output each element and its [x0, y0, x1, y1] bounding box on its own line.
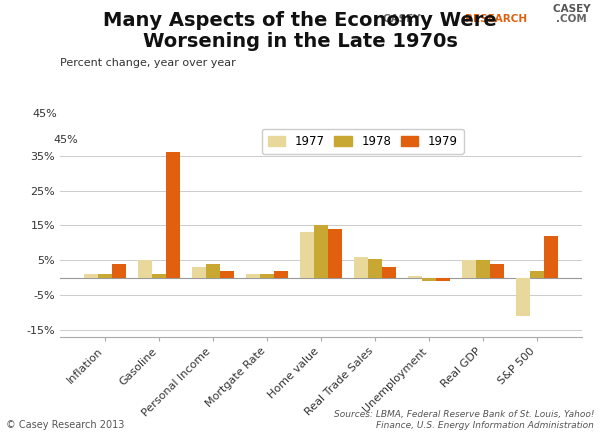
Bar [476, 260, 490, 278]
Bar [138, 260, 152, 278]
Bar [408, 276, 422, 278]
Text: 45%: 45% [32, 109, 57, 119]
Bar [354, 257, 368, 278]
Text: Worsening in the Late 1970s: Worsening in the Late 1970s [143, 32, 457, 51]
Text: RESEARCH: RESEARCH [465, 14, 527, 25]
Bar [300, 232, 314, 278]
Text: CASEY: CASEY [383, 14, 424, 25]
Bar [152, 274, 166, 278]
Text: Percent change, year over year: Percent change, year over year [60, 58, 236, 68]
Bar [530, 271, 544, 278]
Bar [382, 267, 396, 278]
Bar [166, 152, 180, 278]
Bar [98, 274, 112, 278]
Bar [422, 278, 436, 281]
Bar [260, 274, 274, 278]
Bar [314, 226, 328, 278]
Text: 45%: 45% [53, 135, 78, 145]
Bar [274, 271, 288, 278]
Bar [84, 274, 98, 278]
Bar [490, 264, 504, 278]
Bar [462, 260, 476, 278]
Bar [436, 278, 450, 281]
Bar [368, 259, 382, 278]
Text: CASEY: CASEY [553, 4, 594, 14]
Bar [328, 229, 342, 278]
Bar [206, 264, 220, 278]
Text: Many Aspects of the Economy Were: Many Aspects of the Economy Were [103, 11, 497, 30]
Text: .COM: .COM [556, 14, 587, 25]
Bar [246, 274, 260, 278]
Text: © Casey Research 2013: © Casey Research 2013 [6, 420, 124, 430]
Bar [112, 264, 126, 278]
Bar [192, 267, 206, 278]
Bar [544, 236, 558, 278]
Bar [220, 271, 234, 278]
Text: Sources: LBMA, Federal Reserve Bank of St. Louis, Yahoo!
Finance, U.S. Energy In: Sources: LBMA, Federal Reserve Bank of S… [334, 410, 594, 430]
Bar [516, 278, 530, 316]
Legend: 1977, 1978, 1979: 1977, 1978, 1979 [262, 129, 464, 154]
